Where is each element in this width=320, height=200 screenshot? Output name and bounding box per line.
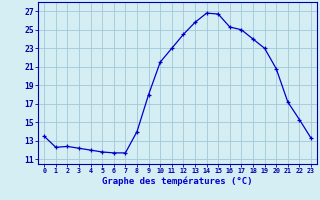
X-axis label: Graphe des températures (°C): Graphe des températures (°C): [102, 177, 253, 186]
